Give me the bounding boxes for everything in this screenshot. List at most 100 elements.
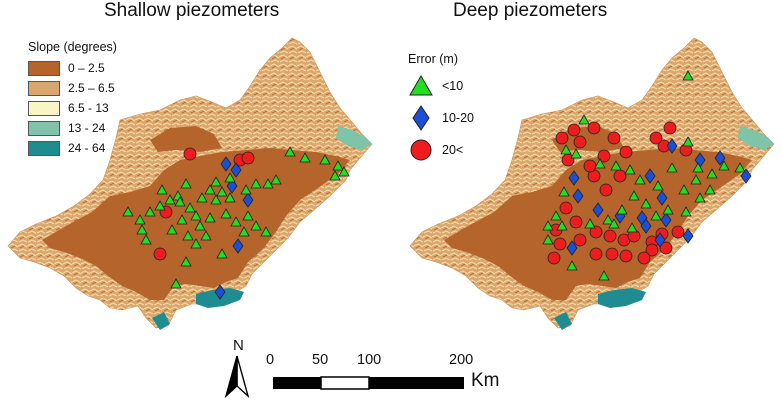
triangle-marker	[262, 178, 274, 189]
diamond-marker	[214, 284, 226, 300]
triangle-marker	[284, 146, 296, 157]
triangle-marker	[550, 210, 562, 221]
triangle-marker	[204, 212, 216, 223]
triangle-marker	[626, 222, 638, 233]
diamond-marker	[714, 150, 726, 166]
triangle-marker	[224, 172, 236, 183]
triangle-marker	[220, 208, 232, 219]
diamond-marker	[666, 138, 678, 154]
scale-tick-label: 200	[449, 352, 474, 368]
triangle-marker	[542, 220, 554, 231]
scale-tick-label: 50	[312, 352, 329, 368]
slope-swatch	[28, 140, 60, 156]
triangle-marker	[144, 206, 156, 217]
slope-swatch	[28, 120, 60, 136]
slope-label: 24 - 64	[68, 141, 106, 155]
slope-swatch	[28, 60, 60, 76]
triangle-marker	[706, 168, 718, 179]
triangle-marker	[616, 204, 628, 215]
triangle-icon	[409, 75, 433, 96]
triangle-marker	[250, 178, 262, 189]
triangle-marker	[704, 184, 716, 195]
scale-unit-label: Km	[471, 370, 500, 391]
triangle-marker	[224, 192, 236, 203]
triangle-marker	[594, 158, 606, 169]
deep-map	[409, 37, 775, 330]
circle-marker	[607, 131, 621, 145]
triangle-marker	[196, 192, 208, 203]
circle-marker	[649, 131, 663, 145]
deep-lowland-slope	[444, 148, 752, 300]
triangle-marker	[692, 162, 704, 173]
triangle-marker	[578, 114, 590, 125]
triangle-marker	[640, 198, 652, 209]
diamond-marker	[654, 232, 666, 248]
shallow-lowland-slope	[42, 148, 350, 300]
triangle-marker	[242, 210, 254, 221]
triangle-marker	[156, 184, 168, 195]
error-legend-item: <10	[408, 70, 474, 102]
triangle-marker	[634, 174, 646, 185]
slope-legend-item: 6.5 - 13	[28, 98, 117, 118]
diamond-marker	[566, 240, 578, 256]
triangle-marker	[666, 162, 678, 173]
triangle-marker	[602, 214, 614, 225]
triangle-marker	[690, 174, 702, 185]
triangle-marker	[122, 206, 134, 217]
triangle-marker	[652, 180, 664, 191]
slope-swatch	[28, 80, 60, 96]
triangle-marker	[570, 148, 582, 159]
triangle-marker	[230, 216, 242, 227]
triangle-marker	[154, 200, 166, 211]
triangle-marker	[560, 144, 572, 155]
error-legend-item: 20<	[408, 134, 474, 166]
triangle-marker	[329, 170, 341, 181]
triangle-marker	[180, 178, 192, 189]
circle-marker	[587, 121, 601, 135]
diamond-marker	[242, 192, 254, 208]
diamond-marker	[592, 202, 604, 218]
triangle-marker	[610, 160, 622, 171]
circle-marker	[555, 131, 569, 145]
triangle-marker	[650, 210, 662, 221]
triangle-marker	[734, 162, 746, 173]
scale-bar	[273, 376, 464, 390]
diamond-marker	[220, 156, 232, 172]
error-legend-title: Error (m)	[408, 52, 458, 66]
triangle-marker	[682, 70, 694, 81]
triangle-marker	[338, 166, 350, 177]
circle-marker	[613, 169, 627, 183]
diamond-icon	[412, 105, 430, 131]
circle-marker	[637, 251, 651, 265]
triangle-marker	[556, 220, 568, 231]
circle-marker	[567, 123, 581, 137]
circle-marker	[659, 241, 673, 255]
triangle-marker	[164, 194, 176, 205]
slope-legend-item: 2.5 – 6.5	[28, 78, 117, 98]
circle-icon	[410, 139, 432, 161]
triangle-marker	[250, 220, 262, 231]
triangle-marker	[184, 202, 196, 213]
diamond-marker	[568, 170, 580, 186]
shallow-coast-steep	[152, 288, 244, 330]
triangle-marker	[566, 260, 578, 271]
shallow-map	[7, 37, 373, 330]
triangle-marker	[190, 238, 202, 249]
triangle-marker	[134, 214, 146, 225]
deep-east-steep	[738, 126, 774, 150]
slope-legend-item: 0 – 2.5	[28, 58, 117, 78]
triangle-marker	[542, 234, 554, 245]
triangle-marker	[332, 160, 344, 171]
circle-marker	[645, 243, 659, 257]
scale-tick-label: 0	[266, 352, 275, 368]
triangle-marker	[598, 270, 610, 281]
triangle-marker	[180, 256, 192, 267]
triangle-marker	[204, 184, 216, 195]
triangle-marker	[174, 196, 186, 207]
error-label: <10	[442, 79, 464, 93]
triangle-marker	[260, 226, 272, 237]
diamond-marker	[740, 168, 752, 184]
triangle-marker	[299, 152, 311, 163]
triangle-marker	[182, 230, 194, 241]
